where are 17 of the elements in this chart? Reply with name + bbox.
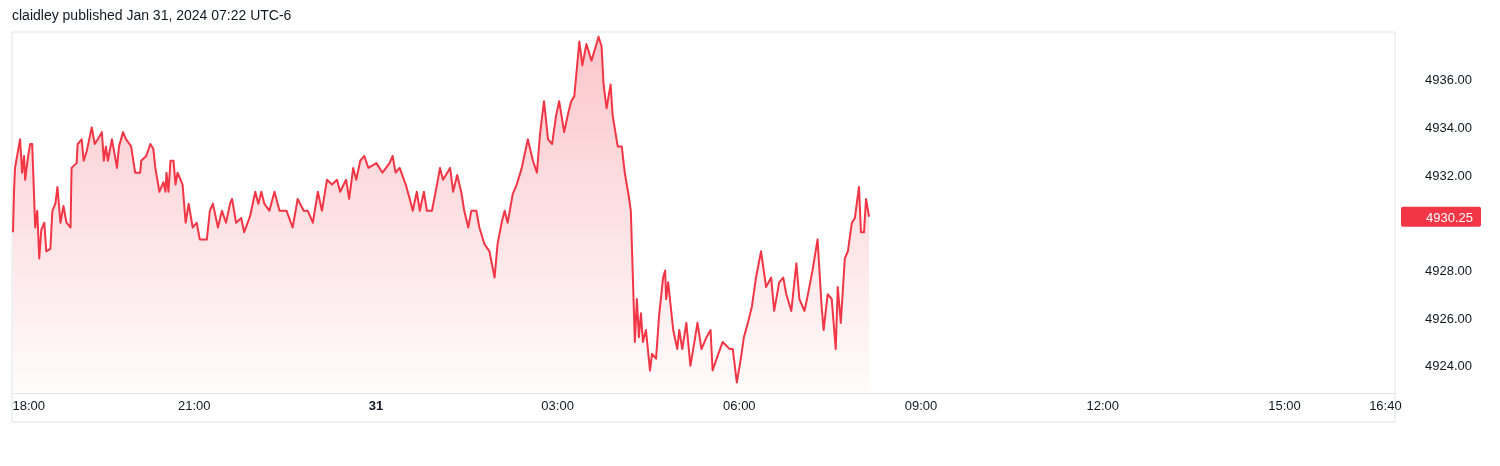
- x-tick-label: 21:00: [177, 398, 211, 414]
- x-tick-label: 15:00: [1268, 398, 1301, 414]
- text: 4930.25: [1426, 209, 1473, 225]
- y-tick-label: 4926.00: [1425, 310, 1472, 326]
- y-tick-label: 4936.00: [1425, 72, 1472, 88]
- x-tick-label: 31: [368, 398, 384, 414]
- chart-title: claidley published Jan 31, 2024 07:22 UTC-6: [12, 7, 292, 23]
- x-tick-label: 18:00: [12, 398, 46, 414]
- y-tick-label: 4932.00: [1425, 167, 1472, 183]
- y-tick-label: 4924.00: [1425, 358, 1472, 374]
- x-tick-label: 03:00: [541, 398, 574, 414]
- x-tick-label: 09:00: [904, 398, 938, 414]
- x-tick-label: 16:40: [1369, 398, 1402, 414]
- x-tick-label: 12:00: [1086, 398, 1120, 414]
- y-tick-label: 4928.00: [1425, 263, 1472, 279]
- x-tick-label: 06:00: [723, 398, 756, 414]
- y-tick-label: 4934.00: [1425, 120, 1472, 136]
